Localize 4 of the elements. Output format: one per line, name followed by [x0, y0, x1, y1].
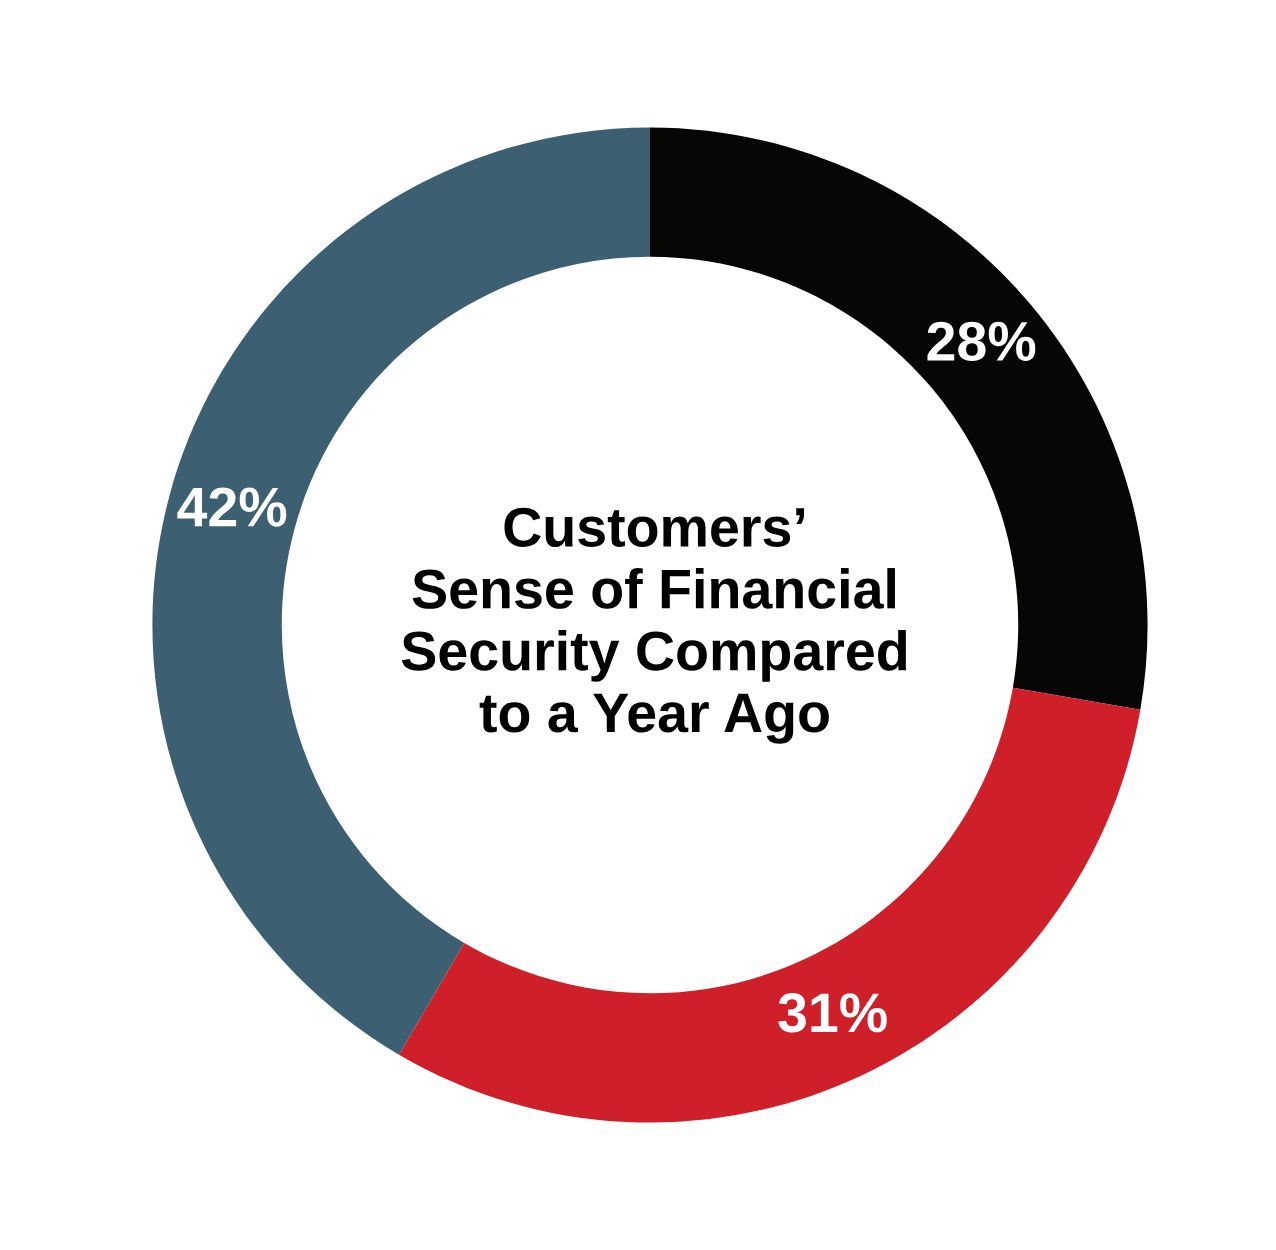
data-label: 42%: [177, 487, 287, 527]
data-label: 28%: [927, 321, 1036, 362]
data-label: 31%: [778, 993, 887, 1033]
text: Customers’ Sense of Financial Security Compared to a Year Ago: [401, 507, 907, 744]
